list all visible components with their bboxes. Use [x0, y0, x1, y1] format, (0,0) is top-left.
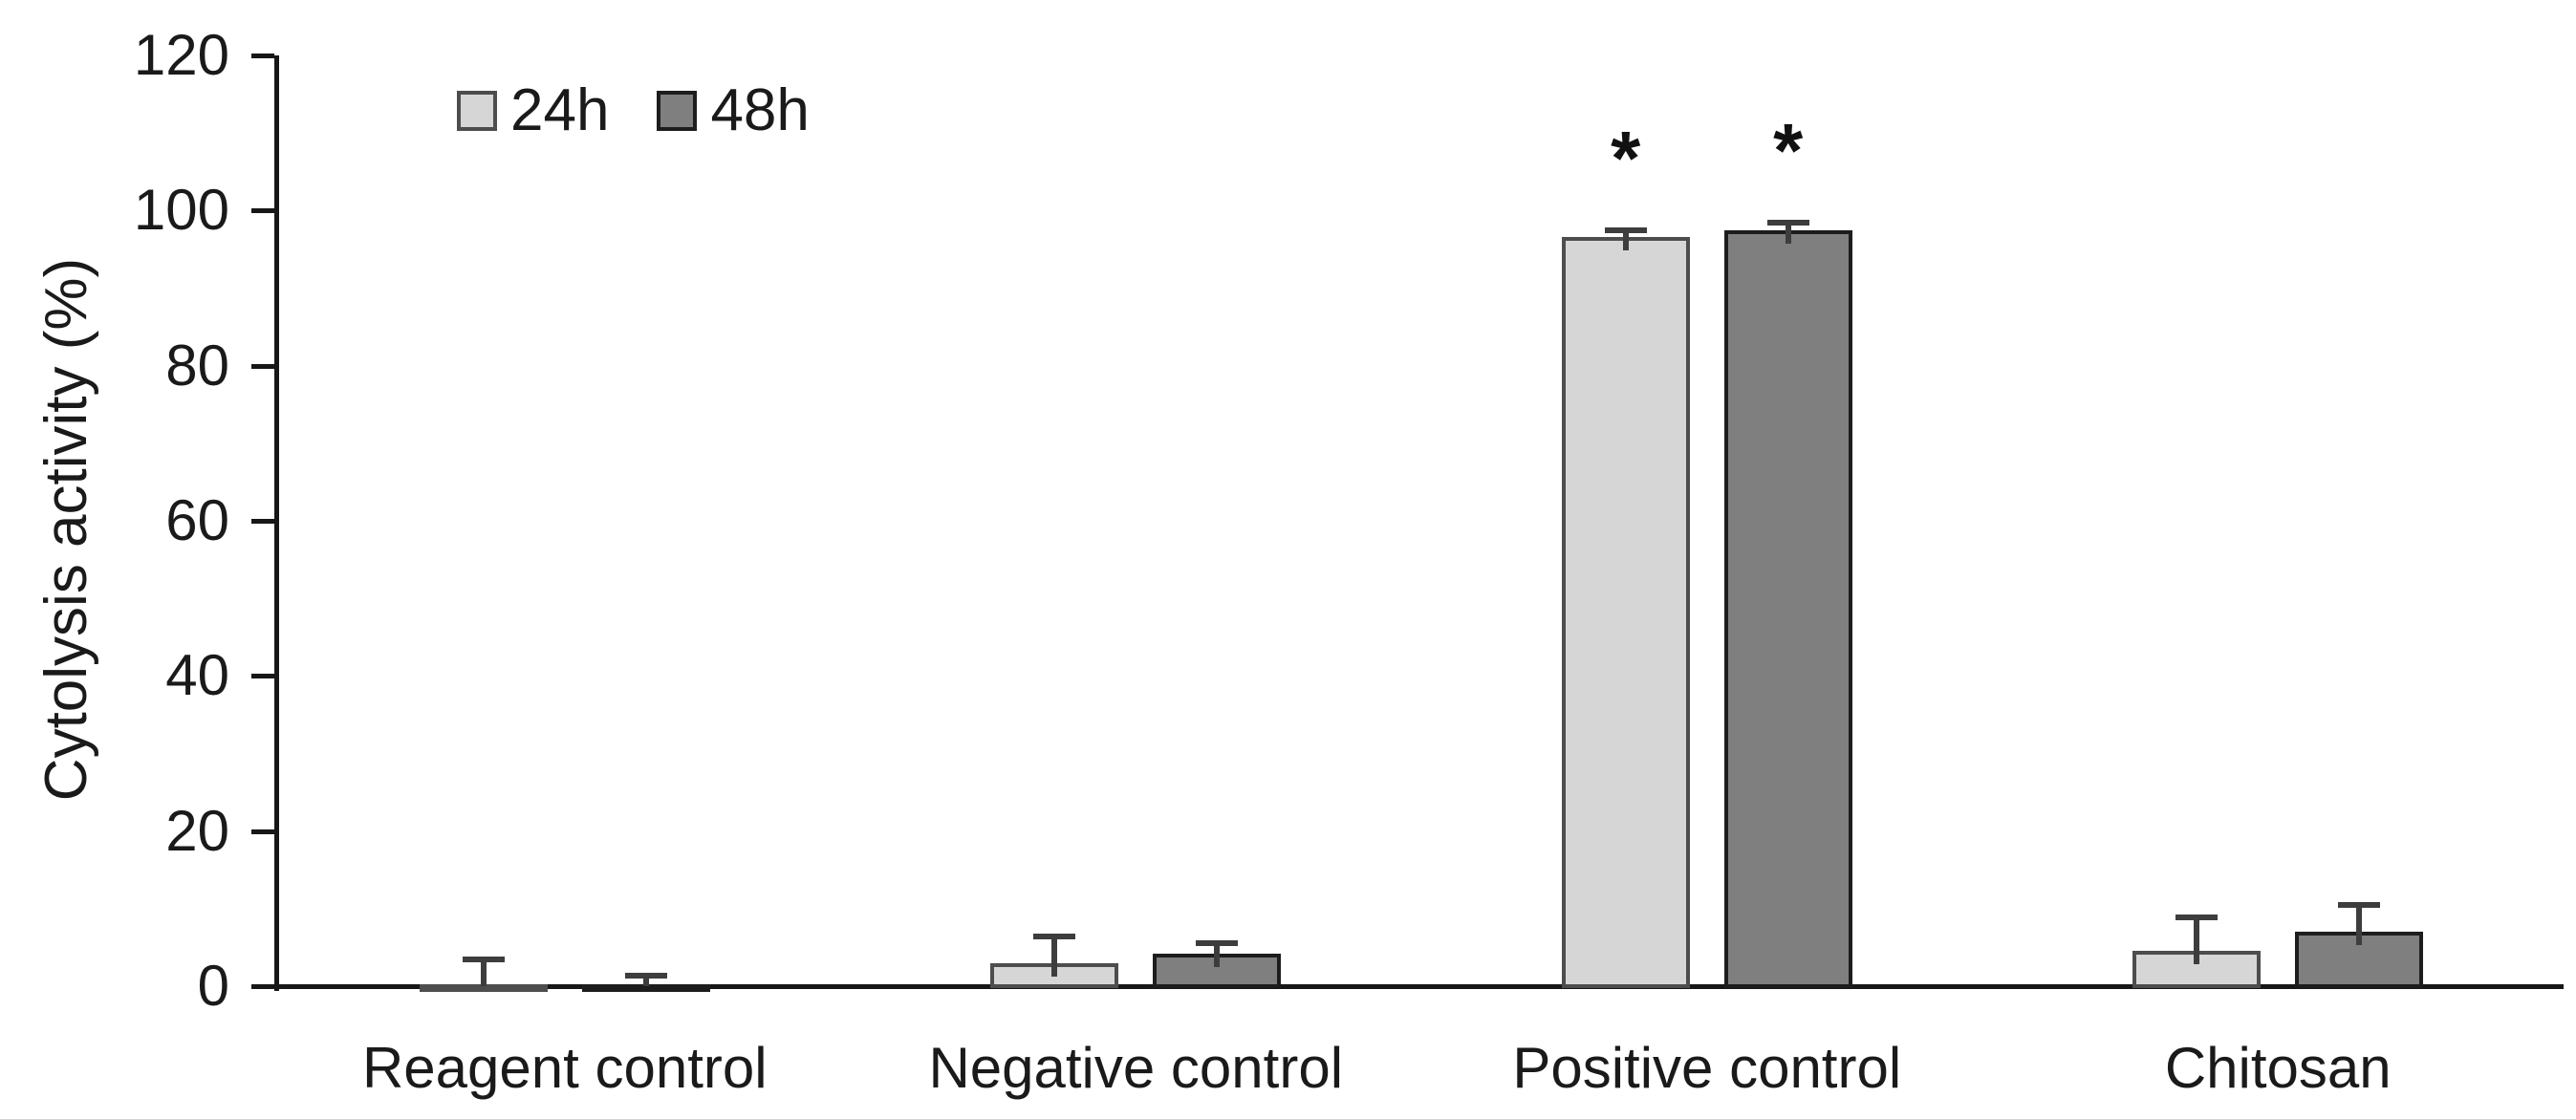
legend-label-48h: 48h [710, 77, 810, 143]
x-axis-category-label: Positive control [1512, 1036, 1902, 1100]
error-bar-cap [1033, 934, 1076, 940]
error-bar-stem [2356, 904, 2363, 946]
error-bar-cap [2338, 901, 2381, 908]
error-bar-stem [1214, 942, 1221, 967]
y-axis-tick-label: 100 [133, 178, 229, 243]
legend-swatch-24h-icon [457, 91, 497, 131]
significance-asterisk: * [1773, 108, 1804, 194]
y-axis-tick [251, 984, 274, 989]
bar-48h-reagent-control [581, 984, 710, 993]
error-bar-cap [2176, 914, 2219, 920]
error-bar-stem [1051, 936, 1058, 977]
legend-label-24h: 24h [510, 77, 610, 143]
y-axis-tick [251, 54, 274, 58]
error-bar-cap [1196, 939, 1239, 946]
error-bar-cap [1766, 220, 1809, 226]
x-axis-category-label: Negative control [928, 1036, 1344, 1100]
x-axis-line [256, 984, 2564, 989]
y-axis-tick [251, 674, 274, 679]
error-bar-stem [1785, 223, 1791, 244]
y-axis-tick [251, 828, 274, 834]
y-axis-tick-label: 0 [197, 954, 229, 1018]
legend-item-24h: 24h [457, 73, 609, 149]
significance-asterisk: * [1611, 115, 1641, 201]
y-axis-tick [251, 208, 274, 214]
error-bar-stem [1622, 229, 1629, 250]
y-axis-tick [251, 519, 274, 524]
y-axis-tick-label: 40 [165, 643, 229, 708]
x-axis-category-label: Chitosan [2164, 1036, 2392, 1100]
x-axis-category-label: Reagent control [361, 1036, 768, 1100]
y-axis-tick [251, 363, 274, 369]
error-bar-stem [2194, 916, 2200, 964]
legend: 24h 48h [457, 73, 810, 149]
y-axis-tick-label: 60 [165, 488, 229, 552]
error-bar-stem [642, 975, 649, 986]
y-axis-tick-label: 80 [165, 333, 229, 398]
legend-item-48h: 48h [657, 73, 810, 149]
y-axis-tick-label: 20 [165, 798, 229, 863]
bar-48h-positive-control [1723, 229, 1852, 988]
error-bar-cap [462, 957, 505, 963]
error-bar-stem [480, 959, 487, 986]
bar-24h-positive-control [1561, 236, 1690, 988]
legend-swatch-48h-icon [657, 91, 698, 131]
y-axis-tick-label: 120 [133, 23, 229, 87]
bar-24h-reagent-control [419, 984, 548, 993]
error-bar-cap [624, 972, 667, 979]
y-axis-line [274, 55, 279, 991]
error-bar-cap [1604, 226, 1647, 233]
